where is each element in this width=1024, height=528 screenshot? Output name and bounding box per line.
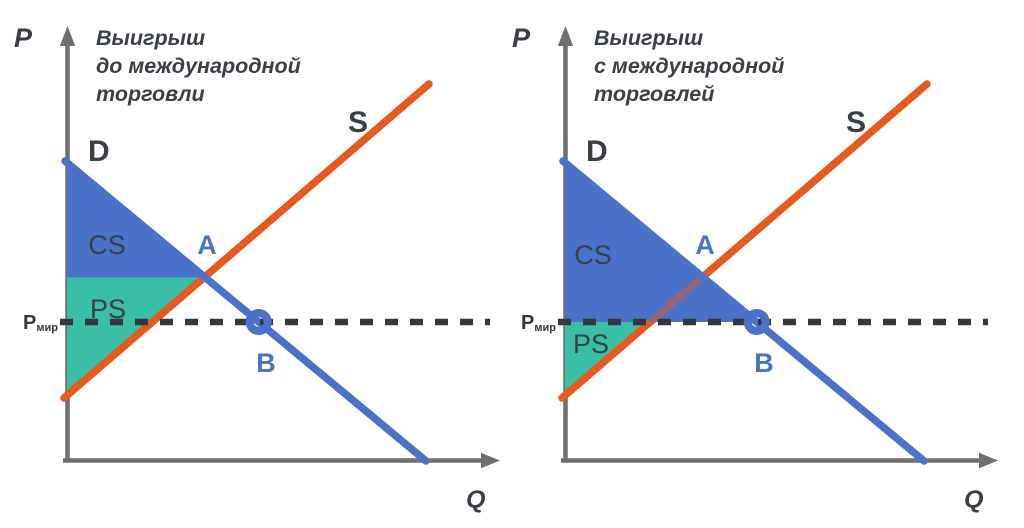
diagram-before-trade: P Выигрыш до международной торговли D S … [14, 23, 500, 514]
world-price-label: Pмир [23, 312, 58, 334]
diagram-title-line-3: торговли [96, 82, 205, 106]
price-axis-arrowhead-icon [59, 26, 76, 46]
supply-label: S [846, 106, 866, 139]
point-b-marker [743, 309, 770, 335]
point-b-label: B [754, 348, 774, 378]
demand-label: D [88, 135, 110, 168]
diagram-title-line-1: Выигрыш [594, 26, 703, 50]
supply-curve [60, 80, 433, 402]
consumer-surplus-label: CS [574, 240, 612, 270]
demand-curve [61, 157, 430, 465]
demand-label: D [586, 135, 608, 168]
world-price-label: Pмир [521, 312, 556, 334]
point-b-marker [245, 309, 272, 335]
point-a-label: A [695, 230, 715, 260]
quantity-axis-arrowhead-icon [979, 452, 998, 469]
diagram-with-trade: P Выигрыш с международной торговлей D S … [512, 23, 998, 514]
x-axis-label: Q [964, 486, 984, 514]
point-a-label: A [197, 230, 217, 260]
x-axis-label: Q [466, 486, 486, 514]
price-axis-arrowhead-icon [557, 26, 574, 46]
producer-surplus-label: PS [573, 329, 609, 359]
point-b-label: B [256, 348, 276, 378]
y-axis-label: P [14, 23, 33, 53]
producer-surplus-label: PS [90, 294, 126, 324]
diagram-title-line-3: торговлей [594, 82, 714, 106]
diagram-title-line-2: до международной [96, 54, 301, 78]
consumer-surplus-label: CS [88, 230, 126, 260]
y-axis-label: P [512, 23, 531, 53]
diagram-title-line-1: Выигрыш [96, 26, 205, 50]
quantity-axis-arrowhead-icon [481, 452, 500, 469]
diagram-title-line-2: с международной [594, 54, 784, 78]
demand-curve [559, 157, 928, 465]
supply-label: S [348, 106, 368, 139]
supply-curve [558, 80, 931, 402]
